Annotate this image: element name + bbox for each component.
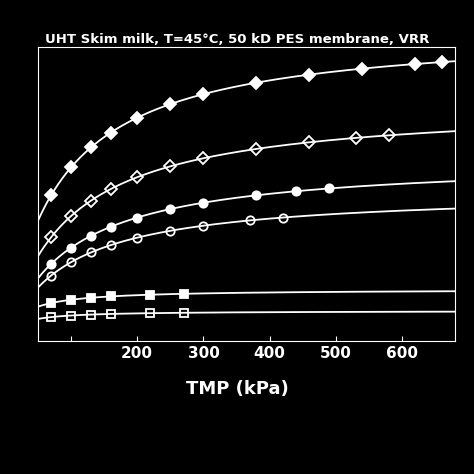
Text: UHT Skim milk, T=45°C, 50 kD PES membrane, VRR: UHT Skim milk, T=45°C, 50 kD PES membran… [45, 33, 429, 46]
Text: TMP (kPa): TMP (kPa) [186, 380, 288, 398]
